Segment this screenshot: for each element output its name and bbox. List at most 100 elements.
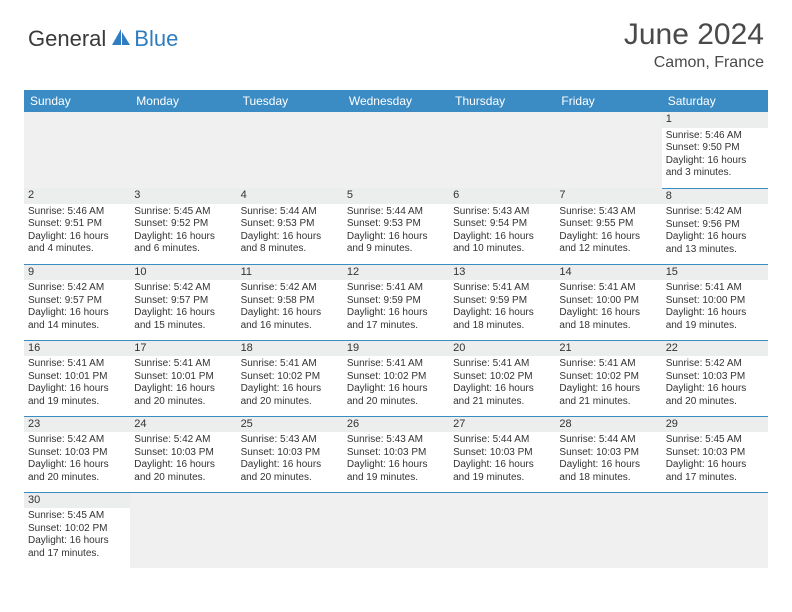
- daylight-line: Daylight: 16 hours and 12 minutes.: [559, 231, 657, 256]
- sunrise-line: Sunrise: 5:41 AM: [559, 282, 657, 295]
- daylight-line: Daylight: 16 hours and 20 minutes.: [241, 383, 339, 408]
- calendar-cell: 4Sunrise: 5:44 AMSunset: 9:53 PMDaylight…: [237, 188, 343, 264]
- day-header: Friday: [555, 90, 661, 112]
- sunrise-line: Sunrise: 5:45 AM: [134, 206, 232, 219]
- calendar-cell: 21Sunrise: 5:41 AMSunset: 10:02 PMDaylig…: [555, 340, 661, 416]
- day-header: Thursday: [449, 90, 555, 112]
- day-number: 7: [555, 188, 661, 204]
- calendar-cell: 1Sunrise: 5:46 AMSunset: 9:50 PMDaylight…: [662, 112, 768, 188]
- sunset-line: Sunset: 10:02 PM: [347, 371, 445, 384]
- calendar-cell: 18Sunrise: 5:41 AMSunset: 10:02 PMDaylig…: [237, 340, 343, 416]
- day-number: 6: [449, 188, 555, 204]
- daylight-line: Daylight: 16 hours and 19 minutes.: [453, 459, 551, 484]
- day-number: 1: [662, 112, 768, 128]
- calendar-cell: 17Sunrise: 5:41 AMSunset: 10:01 PMDaylig…: [130, 340, 236, 416]
- sunrise-line: Sunrise: 5:43 AM: [559, 206, 657, 219]
- sunset-line: Sunset: 10:03 PM: [666, 371, 764, 384]
- title-block: June 2024 Camon, France: [624, 18, 764, 72]
- sunrise-line: Sunrise: 5:41 AM: [28, 358, 126, 371]
- daylight-line: Daylight: 16 hours and 4 minutes.: [28, 231, 126, 256]
- sunrise-line: Sunrise: 5:44 AM: [347, 206, 445, 219]
- sunrise-line: Sunrise: 5:41 AM: [453, 358, 551, 371]
- month-title: June 2024: [624, 18, 764, 52]
- day-header: Sunday: [24, 90, 130, 112]
- calendar-cell: 24Sunrise: 5:42 AMSunset: 10:03 PMDaylig…: [130, 416, 236, 492]
- day-number: 11: [237, 265, 343, 281]
- day-number: 24: [130, 417, 236, 433]
- day-number: 20: [449, 341, 555, 357]
- calendar-row: 1Sunrise: 5:46 AMSunset: 9:50 PMDaylight…: [24, 112, 768, 188]
- daylight-line: Daylight: 16 hours and 9 minutes.: [347, 231, 445, 256]
- sunset-line: Sunset: 10:01 PM: [28, 371, 126, 384]
- sunrise-line: Sunrise: 5:46 AM: [666, 130, 764, 143]
- day-number: 16: [24, 341, 130, 357]
- sunset-line: Sunset: 9:51 PM: [28, 218, 126, 231]
- day-number: 29: [662, 417, 768, 433]
- calendar-cell-empty: [24, 112, 130, 188]
- sunrise-line: Sunrise: 5:42 AM: [28, 282, 126, 295]
- calendar-cell-empty: [449, 492, 555, 568]
- daylight-line: Daylight: 16 hours and 19 minutes.: [347, 459, 445, 484]
- day-number: 22: [662, 341, 768, 357]
- calendar-cell-empty: [343, 112, 449, 188]
- daylight-line: Daylight: 16 hours and 20 minutes.: [28, 459, 126, 484]
- daylight-line: Daylight: 16 hours and 20 minutes.: [241, 459, 339, 484]
- calendar-cell: 26Sunrise: 5:43 AMSunset: 10:03 PMDaylig…: [343, 416, 449, 492]
- calendar-cell: 9Sunrise: 5:42 AMSunset: 9:57 PMDaylight…: [24, 264, 130, 340]
- day-number: 5: [343, 188, 449, 204]
- calendar-cell: 22Sunrise: 5:42 AMSunset: 10:03 PMDaylig…: [662, 340, 768, 416]
- sunrise-line: Sunrise: 5:43 AM: [241, 434, 339, 447]
- sunset-line: Sunset: 9:53 PM: [347, 218, 445, 231]
- calendar-row: 9Sunrise: 5:42 AMSunset: 9:57 PMDaylight…: [24, 264, 768, 340]
- calendar-header-row: SundayMondayTuesdayWednesdayThursdayFrid…: [24, 90, 768, 112]
- sunrise-line: Sunrise: 5:44 AM: [559, 434, 657, 447]
- day-number: 12: [343, 265, 449, 281]
- calendar-cell: 3Sunrise: 5:45 AMSunset: 9:52 PMDaylight…: [130, 188, 236, 264]
- location: Camon, France: [624, 54, 764, 72]
- sunset-line: Sunset: 10:02 PM: [241, 371, 339, 384]
- calendar-cell: 14Sunrise: 5:41 AMSunset: 10:00 PMDaylig…: [555, 264, 661, 340]
- daylight-line: Daylight: 16 hours and 20 minutes.: [666, 383, 764, 408]
- sunset-line: Sunset: 9:57 PM: [134, 295, 232, 308]
- logo: General Blue: [28, 18, 178, 52]
- sunset-line: Sunset: 10:02 PM: [453, 371, 551, 384]
- calendar-cell: 12Sunrise: 5:41 AMSunset: 9:59 PMDayligh…: [343, 264, 449, 340]
- sunrise-line: Sunrise: 5:45 AM: [28, 510, 126, 523]
- calendar-cell: 16Sunrise: 5:41 AMSunset: 10:01 PMDaylig…: [24, 340, 130, 416]
- calendar-cell: 13Sunrise: 5:41 AMSunset: 9:59 PMDayligh…: [449, 264, 555, 340]
- calendar-table: SundayMondayTuesdayWednesdayThursdayFrid…: [24, 90, 768, 568]
- day-number: 26: [343, 417, 449, 433]
- calendar-cell-empty: [343, 492, 449, 568]
- day-number: 2: [24, 188, 130, 204]
- calendar-cell: 23Sunrise: 5:42 AMSunset: 10:03 PMDaylig…: [24, 416, 130, 492]
- sunrise-line: Sunrise: 5:43 AM: [453, 206, 551, 219]
- sunset-line: Sunset: 9:57 PM: [28, 295, 126, 308]
- sunrise-line: Sunrise: 5:43 AM: [347, 434, 445, 447]
- sunset-line: Sunset: 10:03 PM: [559, 447, 657, 460]
- calendar-cell: 6Sunrise: 5:43 AMSunset: 9:54 PMDaylight…: [449, 188, 555, 264]
- daylight-line: Daylight: 16 hours and 19 minutes.: [666, 307, 764, 332]
- day-number: 23: [24, 417, 130, 433]
- day-number: 25: [237, 417, 343, 433]
- sunrise-line: Sunrise: 5:44 AM: [453, 434, 551, 447]
- daylight-line: Daylight: 16 hours and 13 minutes.: [666, 231, 764, 256]
- calendar-cell-empty: [449, 112, 555, 188]
- calendar-cell: 25Sunrise: 5:43 AMSunset: 10:03 PMDaylig…: [237, 416, 343, 492]
- sunset-line: Sunset: 9:58 PM: [241, 295, 339, 308]
- sunset-line: Sunset: 9:50 PM: [666, 142, 764, 155]
- logo-text-general: General: [28, 26, 106, 52]
- calendar-cell-empty: [555, 112, 661, 188]
- daylight-line: Daylight: 16 hours and 14 minutes.: [28, 307, 126, 332]
- day-number: 9: [24, 265, 130, 281]
- sunrise-line: Sunrise: 5:42 AM: [134, 434, 232, 447]
- sunset-line: Sunset: 10:02 PM: [28, 523, 126, 536]
- day-number: 27: [449, 417, 555, 433]
- day-number: 19: [343, 341, 449, 357]
- daylight-line: Daylight: 16 hours and 18 minutes.: [559, 459, 657, 484]
- day-number: 17: [130, 341, 236, 357]
- sunrise-line: Sunrise: 5:41 AM: [347, 358, 445, 371]
- sunset-line: Sunset: 10:03 PM: [347, 447, 445, 460]
- sunset-line: Sunset: 10:00 PM: [666, 295, 764, 308]
- daylight-line: Daylight: 16 hours and 21 minutes.: [453, 383, 551, 408]
- sunrise-line: Sunrise: 5:42 AM: [666, 206, 764, 219]
